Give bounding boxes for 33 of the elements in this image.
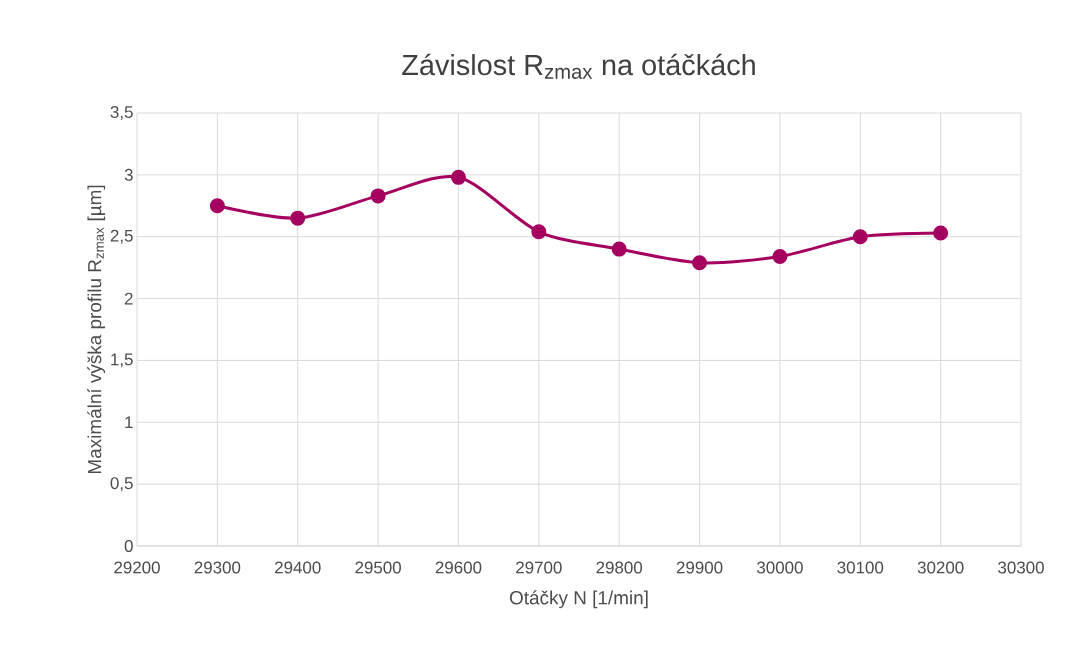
x-axis-title: Otáčky N [1/min]	[509, 590, 648, 609]
y-tick-label: 3	[124, 168, 133, 181]
x-tick-label: 29900	[676, 561, 723, 574]
x-tick-label: 29700	[516, 561, 562, 574]
x-tick-label: 30100	[837, 561, 884, 574]
x-tick-label: 29200	[114, 561, 160, 574]
x-tick-label: 30300	[998, 561, 1044, 574]
x-tick-label: 30000	[757, 561, 803, 574]
y-tick-label: 0,5	[110, 477, 133, 492]
y-tick-label: 1	[125, 416, 133, 429]
x-tick-label: 29600	[435, 561, 482, 574]
y-tick-label: 2	[124, 292, 133, 305]
y-axis-title: Maximální výška profilu R$_{zmax}$ [µm]	[87, 185, 106, 474]
chart-title: Závislost R$_{zmax}$ na otáčkách	[402, 53, 755, 79]
x-tick-label: 30200	[917, 561, 964, 574]
point	[692, 255, 708, 271]
point	[531, 224, 547, 240]
point	[852, 229, 868, 245]
y-tick-label: 0	[124, 540, 133, 552]
point	[370, 188, 386, 204]
point	[209, 198, 225, 214]
y-tick-label: 3,5	[110, 106, 133, 120]
point	[611, 241, 627, 257]
point	[933, 225, 949, 241]
point	[772, 249, 788, 264]
x-tick-label: 29300	[194, 561, 241, 574]
x-tick-label: 29500	[355, 561, 401, 574]
y-tick-label: 1,5	[111, 353, 133, 368]
point	[450, 169, 466, 185]
y-tick-label: 2,5	[110, 229, 133, 244]
x-tick-label: 29800	[596, 561, 643, 574]
point	[290, 210, 306, 226]
x-tick-label: 29400	[275, 561, 321, 574]
